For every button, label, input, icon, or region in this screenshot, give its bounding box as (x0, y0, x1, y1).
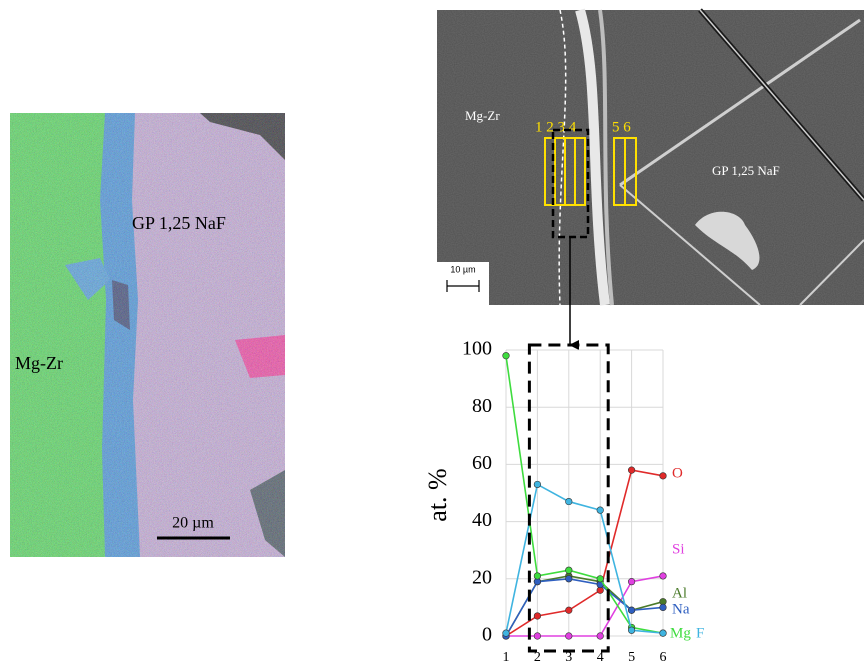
sem-image: Mg-Zr GP 1,25 NaF 1 2 3 4 5 6 10 µm (437, 8, 864, 350)
legend-label: Na (672, 601, 690, 617)
data-point (565, 632, 573, 640)
y-axis-label: at. % (423, 468, 452, 521)
data-point (533, 632, 542, 640)
x-tick-label: 4 (597, 650, 604, 665)
legend-label: Mg (670, 625, 691, 641)
eds-map: Mg-Zr GP 1,25 NaF 20 µm (10, 113, 285, 557)
x-tick-label: 3 (565, 650, 572, 665)
legend-label: F (696, 625, 704, 641)
y-tick-label: 60 (472, 452, 492, 474)
legend-label: Si (672, 541, 685, 557)
y-tick-label: 20 (472, 566, 492, 588)
scale-label: 10 µm (450, 264, 475, 274)
series-line (506, 575, 664, 637)
data-point (659, 629, 667, 637)
data-point (596, 506, 604, 514)
x-tick-label: 6 (660, 650, 667, 665)
data-point (565, 566, 573, 574)
legend-label: O (672, 465, 683, 481)
series-line (505, 483, 664, 634)
map-label: GP 1,25 NaF (132, 213, 226, 233)
data-point (659, 572, 667, 580)
y-tick-label: 0 (482, 624, 492, 646)
series-line (505, 469, 664, 637)
y-tick-label: 100 (462, 338, 492, 360)
scale-label: 20 µm (172, 515, 214, 532)
data-point (502, 352, 510, 360)
series-line (505, 575, 664, 637)
data-point (627, 466, 636, 474)
sem-label: Mg-Zr (465, 108, 500, 123)
sem-label: GP 1,25 NaF (712, 163, 780, 178)
data-point (627, 626, 636, 634)
data-point (627, 606, 636, 614)
y-tick-label: 40 (472, 509, 492, 531)
data-point (533, 572, 542, 580)
box-labels: 5 6 (612, 119, 631, 135)
data-point (627, 578, 636, 586)
series-line (505, 355, 664, 634)
x-tick-label: 2 (534, 650, 541, 665)
data-point (596, 632, 604, 640)
data-point (565, 575, 573, 583)
series-line (505, 577, 664, 637)
box-labels: 1 2 3 4 (535, 119, 577, 135)
y-tick-label: 80 (472, 395, 492, 417)
data-point (565, 606, 573, 614)
highlight-box (527, 343, 610, 653)
data-point (502, 629, 510, 637)
legend-label: Al (672, 585, 687, 601)
map-label: Mg-Zr (15, 353, 63, 373)
data-point (565, 497, 573, 506)
data-point (659, 603, 667, 612)
data-point (533, 612, 542, 620)
data-point (533, 480, 542, 489)
data-point (596, 575, 604, 583)
data-point (659, 472, 667, 480)
x-tick-label: 1 (503, 650, 510, 665)
x-tick-label: 5 (628, 650, 635, 665)
